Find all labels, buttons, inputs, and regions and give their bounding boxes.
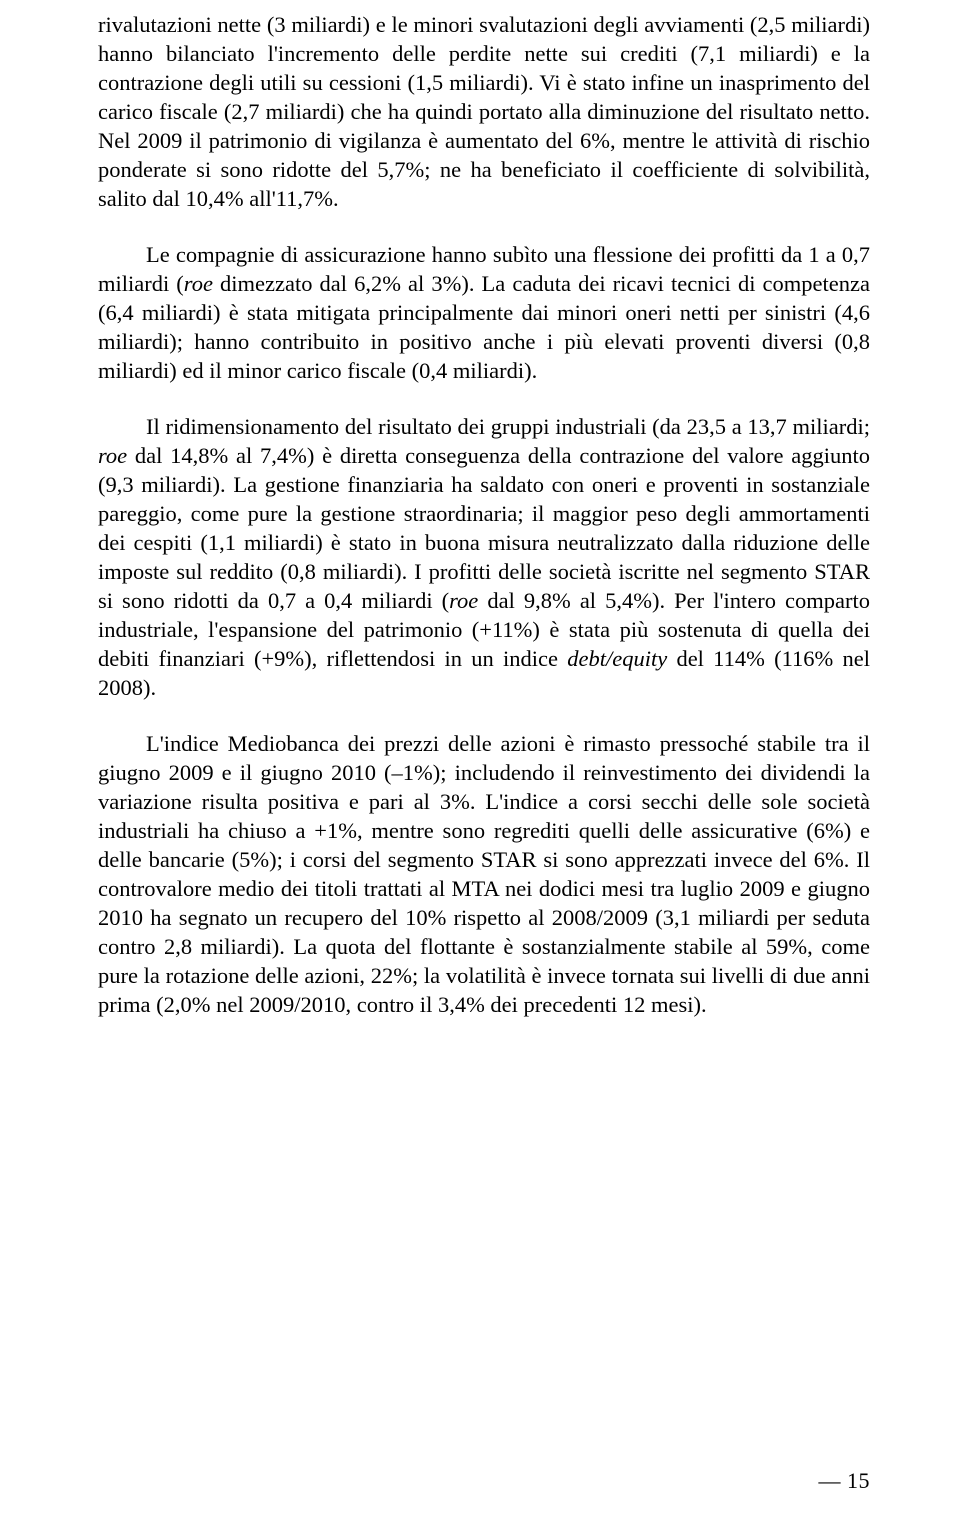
italic-term: debt/equity bbox=[567, 646, 667, 671]
paragraph-3: Il ridimensionamento del risultato dei g… bbox=[98, 412, 870, 702]
text-segment: Il ridimensionamento del risultato dei g… bbox=[146, 414, 870, 439]
paragraph-1: rivalutazioni nette (3 miliardi) e le mi… bbox=[98, 10, 870, 213]
page-number: — 15 bbox=[819, 1468, 871, 1494]
text-segment: dimezzato dal 6,2% al 3%). La caduta dei… bbox=[98, 271, 870, 383]
paragraph-2: Le compagnie di assicurazione hanno subì… bbox=[98, 240, 870, 385]
italic-term: roe bbox=[184, 271, 213, 296]
paragraph-4: L'indice Mediobanca dei prezzi delle azi… bbox=[98, 729, 870, 1019]
italic-term: roe bbox=[98, 443, 127, 468]
italic-term: roe bbox=[449, 588, 478, 613]
